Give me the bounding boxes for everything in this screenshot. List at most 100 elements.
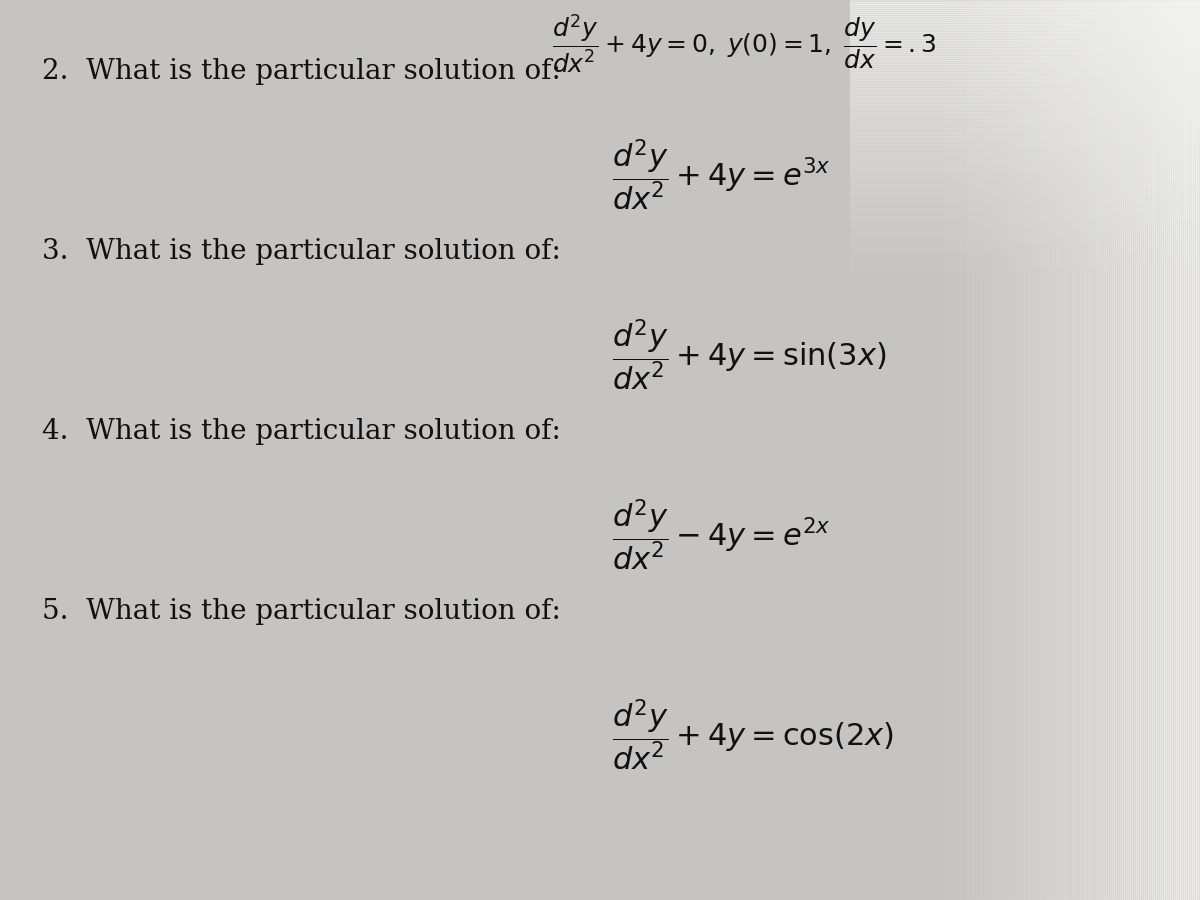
Bar	[850, 122, 1200, 124]
Bar	[850, 210, 1200, 212]
Bar	[850, 134, 1200, 136]
Bar	[1038, 0, 1040, 900]
Bar	[998, 0, 1000, 900]
Bar	[1050, 0, 1052, 900]
Bar	[1052, 0, 1054, 900]
Bar	[1008, 0, 1010, 900]
Bar	[914, 0, 916, 900]
Bar	[850, 254, 1200, 256]
Bar	[850, 80, 1200, 82]
Bar	[850, 84, 1200, 86]
Bar	[850, 10, 1200, 12]
Bar	[850, 204, 1200, 206]
Bar	[850, 110, 1200, 112]
Bar	[1182, 0, 1184, 900]
Bar	[850, 30, 1200, 32]
Bar	[850, 214, 1200, 216]
Bar	[916, 0, 918, 900]
Bar	[850, 290, 1200, 292]
Bar	[1092, 0, 1094, 900]
Bar	[850, 168, 1200, 170]
Bar	[1108, 0, 1110, 900]
Bar	[850, 72, 1200, 74]
Bar	[850, 282, 1200, 284]
Bar	[850, 264, 1200, 266]
Bar	[850, 196, 1200, 198]
Bar	[1090, 0, 1092, 900]
Bar	[850, 160, 1200, 162]
Bar	[850, 104, 1200, 106]
Bar	[850, 170, 1200, 172]
Bar	[1152, 0, 1154, 900]
Bar	[964, 0, 966, 900]
Bar	[1106, 0, 1108, 900]
Bar	[934, 0, 936, 900]
Bar	[1110, 0, 1112, 900]
Bar	[1180, 0, 1182, 900]
Bar	[850, 260, 1200, 262]
Text: 5.  What is the particular solution of:: 5. What is the particular solution of:	[42, 598, 560, 625]
Text: $\dfrac{d^2y}{dx^2} + 4y = \sin(3x)$: $\dfrac{d^2y}{dx^2} + 4y = \sin(3x)$	[612, 318, 887, 393]
Bar	[850, 128, 1200, 130]
Text: $\dfrac{d^2y}{dx^2} + 4y = 0, \; y(0) = 1, \; \dfrac{dy}{dx} = .3$: $\dfrac{d^2y}{dx^2} + 4y = 0, \; y(0) = …	[552, 13, 936, 76]
Bar	[970, 0, 972, 900]
Bar	[850, 152, 1200, 154]
Bar	[1128, 0, 1130, 900]
Bar	[850, 6, 1200, 8]
Bar	[1002, 0, 1004, 900]
Bar	[850, 102, 1200, 104]
Bar	[850, 200, 1200, 202]
Bar	[982, 0, 984, 900]
Bar	[850, 68, 1200, 70]
Bar	[952, 0, 954, 900]
Bar	[1094, 0, 1096, 900]
Bar	[904, 0, 906, 900]
Bar	[850, 42, 1200, 44]
Bar	[950, 0, 952, 900]
Bar	[850, 298, 1200, 300]
Bar	[850, 136, 1200, 138]
Bar	[850, 64, 1200, 66]
Bar	[850, 158, 1200, 160]
Bar	[850, 250, 1200, 252]
Bar	[1022, 0, 1024, 900]
Bar	[850, 58, 1200, 60]
Bar	[850, 2, 1200, 4]
Bar	[1198, 0, 1200, 900]
Bar	[850, 86, 1200, 88]
Bar	[956, 0, 958, 900]
Bar	[850, 56, 1200, 58]
Bar	[1062, 0, 1064, 900]
Bar	[1164, 0, 1166, 900]
Bar	[932, 0, 934, 900]
Bar	[912, 0, 914, 900]
Bar	[924, 0, 926, 900]
Bar	[850, 24, 1200, 26]
Bar	[1082, 0, 1084, 900]
Bar	[1028, 0, 1030, 900]
Bar	[850, 268, 1200, 270]
Bar	[928, 0, 930, 900]
Bar	[850, 238, 1200, 240]
Bar	[850, 0, 1200, 2]
Bar	[850, 34, 1200, 36]
Bar	[850, 278, 1200, 280]
Bar	[850, 212, 1200, 214]
Bar	[850, 198, 1200, 200]
Bar	[910, 0, 912, 900]
Bar	[850, 132, 1200, 134]
Bar	[1126, 0, 1128, 900]
Bar	[850, 70, 1200, 72]
Bar	[962, 0, 964, 900]
Bar	[1030, 0, 1032, 900]
Bar	[980, 0, 982, 900]
Bar	[1040, 0, 1042, 900]
Bar	[1070, 0, 1072, 900]
Bar	[1156, 0, 1158, 900]
Bar	[850, 154, 1200, 156]
Bar	[1102, 0, 1104, 900]
Bar	[990, 0, 992, 900]
Bar	[944, 0, 946, 900]
Bar	[1072, 0, 1074, 900]
Bar	[1020, 0, 1022, 900]
